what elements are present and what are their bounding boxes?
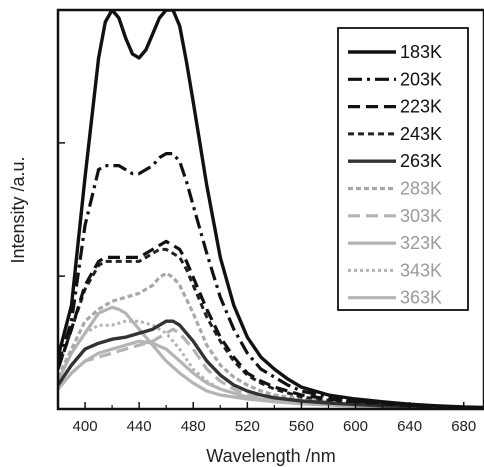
y-axis-title: Intensity /a.u. (8, 156, 28, 263)
series-line-363K (58, 305, 484, 409)
legend: 183K 203K 223K 243K 263K 283K 303K 323K 343K 363K (337, 27, 469, 311)
legend-label-223K: 223K (400, 97, 442, 117)
legend-label-283K: 283K (400, 179, 442, 199)
x-tick-label-640: 640 (397, 418, 422, 435)
legend-label-363K: 363K (400, 288, 442, 308)
series-line-183K (58, 10, 484, 409)
x-tick-label-520: 520 (235, 418, 260, 435)
legend-label-183K: 183K (400, 42, 442, 62)
legend-label-303K: 303K (400, 206, 442, 226)
x-tick-label-560: 560 (289, 418, 314, 435)
x-tick-label-600: 600 (343, 418, 368, 435)
x-tick-label-480: 480 (181, 418, 206, 435)
x-tick-label-440: 440 (127, 418, 152, 435)
legend-label-203K: 203K (400, 69, 442, 89)
series-line-223K (58, 239, 484, 409)
legend-label-263K: 263K (400, 151, 442, 171)
series-line-343K (58, 319, 484, 409)
series-line-203K (58, 152, 484, 409)
legend-label-243K: 243K (400, 124, 442, 144)
x-axis-title: Wavelength /nm (206, 446, 335, 466)
x-tick-label-680: 680 (451, 418, 476, 435)
x-tick-label-400: 400 (73, 418, 98, 435)
legend-box (337, 27, 469, 311)
axis-ticks: 400 440 480 520 560 600 640 680 (57, 142, 476, 435)
plot-frame (56, 8, 484, 411)
legend-label-323K: 323K (400, 233, 442, 253)
legend-label-343K: 343K (400, 260, 442, 280)
